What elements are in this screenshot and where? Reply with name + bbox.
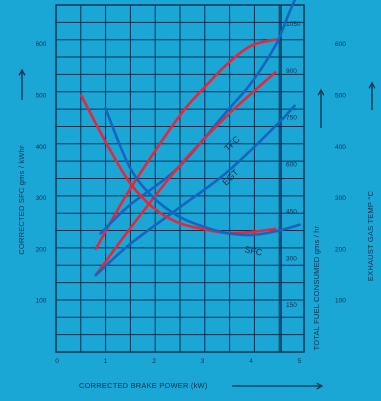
x-axis-arrow-head [316,382,324,390]
y-axis-egt-title: EXHAUST GAS TEMP °C [366,191,375,282]
curve-label-egt: EGT [220,167,241,188]
y-fuel-tick-label: 150 [286,302,297,309]
tick-labels: 0 1 2 3 4 5 100 200 300 400 500 600 150 300 450 600 750 9… [36,21,347,365]
y-egt-tick-label: 400 [335,144,346,151]
y-left-tick-label: 300 [36,195,47,202]
y-fuel-tick-label: 900 [286,68,297,75]
curve-egt-blue [94,104,296,277]
y-fuel-tick-label: 600 [286,162,297,169]
y-fuel-tick-label: 1050 [286,21,301,28]
curve-label-sfc: SFC [244,244,264,258]
x-axis-title: CORRECTED BRAKE POWER (kW) [79,381,208,390]
y-left-tick-label: 100 [36,298,47,305]
y-axis-left-title: CORRECTED SFC gms / kWhr [17,145,26,255]
curves [80,0,301,277]
y-egt-tick-label: 200 [335,246,346,253]
x-tick-label: 3 [201,358,205,365]
y-left-tick-label: 600 [36,41,47,48]
y-fuel-arrow-head [317,88,325,96]
x-tick-label: 4 [249,358,253,365]
curve-tfc-blue [99,0,297,235]
x-tick-label: 1 [104,358,108,365]
y-egt-tick-label: 100 [335,298,346,305]
y-left-arrow-head [18,68,26,76]
y-fuel-tick-label: 750 [286,115,297,122]
curve-label-tfc: TFC [222,134,242,154]
y-egt-tick-label: 300 [335,195,346,202]
curve-sfc-red [80,94,277,235]
y-fuel-tick-label: 450 [286,208,297,215]
curve-egt-red [94,71,277,277]
x-tick-label: 2 [152,358,156,365]
y-egt-tick-label: 600 [335,41,346,48]
x-tick-label: 5 [298,358,302,365]
x-tick-label: 0 [55,358,59,365]
y-left-tick-label: 200 [36,246,47,253]
y-egt-arrow-head [368,81,376,89]
y-fuel-tick-label: 300 [286,255,297,262]
y-left-tick-label: 500 [36,93,47,100]
y-left-tick-label: 400 [36,144,47,151]
curve-sfc-blue [104,107,301,237]
y-axis-fuel-title: TOTAL FUEL CONSUMED gms / hr [312,225,321,350]
curve-tfc-red [94,38,277,251]
grid-lines [55,4,305,353]
axis-arrows [18,68,376,390]
y-egt-tick-label: 500 [335,93,346,100]
